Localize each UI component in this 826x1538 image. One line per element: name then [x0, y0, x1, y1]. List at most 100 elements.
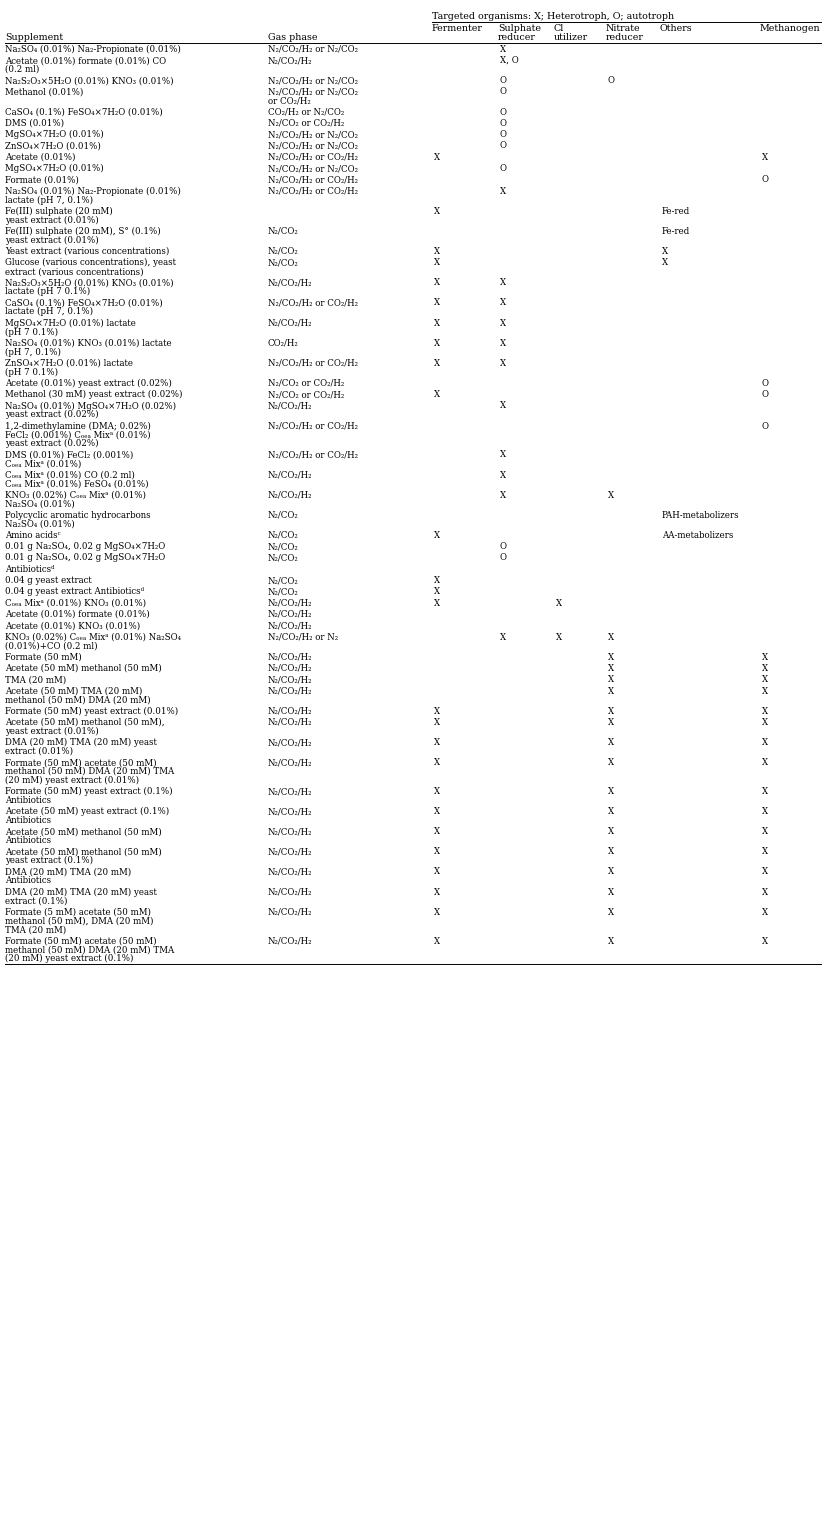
Text: N₂/CO₂/H₂: N₂/CO₂/H₂	[268, 738, 312, 747]
Text: lactate (pH 7, 0.1%): lactate (pH 7, 0.1%)	[5, 308, 93, 317]
Text: X: X	[608, 787, 614, 797]
Text: X: X	[762, 664, 768, 674]
Text: Cₒₑₐ Mixᵃ (0.01%) CO (0.2 ml): Cₒₑₐ Mixᵃ (0.01%) CO (0.2 ml)	[5, 471, 135, 480]
Text: (pH 7 0.1%): (pH 7 0.1%)	[5, 368, 58, 377]
Text: N₂/CO₂/H₂: N₂/CO₂/H₂	[268, 718, 312, 727]
Text: (20 mM) yeast extract (0.1%): (20 mM) yeast extract (0.1%)	[5, 954, 134, 963]
Text: X: X	[608, 887, 614, 897]
Text: X: X	[762, 758, 768, 767]
Text: N₂/CO₂: N₂/CO₂	[268, 248, 299, 255]
Text: N₂/CO₂/H₂: N₂/CO₂/H₂	[268, 787, 312, 797]
Text: methanol (50 mM) DMA (20 mM) TMA: methanol (50 mM) DMA (20 mM) TMA	[5, 767, 174, 777]
Text: X: X	[434, 867, 440, 877]
Text: yeast extract (0.1%): yeast extract (0.1%)	[5, 857, 93, 866]
Text: X: X	[762, 867, 768, 877]
Text: (0.01%)+CO (0.2 ml): (0.01%)+CO (0.2 ml)	[5, 641, 97, 651]
Text: Na₂S₂O₃×5H₂O (0.01%) KNO₃ (0.01%): Na₂S₂O₃×5H₂O (0.01%) KNO₃ (0.01%)	[5, 278, 173, 288]
Text: DMA (20 mM) TMA (20 mM): DMA (20 mM) TMA (20 mM)	[5, 867, 131, 877]
Text: X: X	[608, 937, 614, 946]
Text: N₂/CO₂/H₂: N₂/CO₂/H₂	[268, 827, 312, 837]
Text: X: X	[662, 258, 668, 268]
Text: ZnSO₄×7H₂O (0.01%) lactate: ZnSO₄×7H₂O (0.01%) lactate	[5, 358, 133, 368]
Text: Cₒₑₐ Mixᵃ (0.01%) FeSO₄ (0.01%): Cₒₑₐ Mixᵃ (0.01%) FeSO₄ (0.01%)	[5, 480, 149, 489]
Text: N₂/CO₂/H₂: N₂/CO₂/H₂	[268, 675, 312, 684]
Text: Acetate (0.01%) yeast extract (0.02%): Acetate (0.01%) yeast extract (0.02%)	[5, 378, 172, 388]
Text: X: X	[762, 807, 768, 817]
Text: reducer: reducer	[498, 32, 536, 42]
Text: Gas phase: Gas phase	[268, 32, 317, 42]
Text: X: X	[434, 206, 440, 215]
Text: X: X	[608, 718, 614, 727]
Text: PAH-metabolizers: PAH-metabolizers	[662, 511, 739, 520]
Text: N₂/CO₂/H₂: N₂/CO₂/H₂	[268, 471, 312, 480]
Text: N₂/CO₂/H₂: N₂/CO₂/H₂	[268, 867, 312, 877]
Text: N₂/CO₂: N₂/CO₂	[268, 511, 299, 520]
Text: O: O	[500, 118, 507, 128]
Text: N₂/CO₂/H₂ or CO₂/H₂: N₂/CO₂/H₂ or CO₂/H₂	[268, 175, 358, 185]
Text: CO₂/H₂: CO₂/H₂	[268, 338, 299, 348]
Text: X: X	[434, 278, 440, 288]
Text: X: X	[762, 907, 768, 917]
Text: yeast extract (0.01%): yeast extract (0.01%)	[5, 235, 99, 245]
Text: methanol (50 mM) DMA (20 mM) TMA: methanol (50 mM) DMA (20 mM) TMA	[5, 946, 174, 955]
Text: Formate (50 mM) acetate (50 mM): Formate (50 mM) acetate (50 mM)	[5, 937, 157, 946]
Text: Yeast extract (various concentrations): Yeast extract (various concentrations)	[5, 248, 169, 255]
Text: X: X	[608, 652, 614, 661]
Text: Fermenter: Fermenter	[432, 25, 483, 32]
Text: N₂/CO₂ or CO₂/H₂: N₂/CO₂ or CO₂/H₂	[268, 118, 344, 128]
Text: X: X	[500, 338, 506, 348]
Text: Methanol (0.01%): Methanol (0.01%)	[5, 88, 83, 97]
Text: X: X	[434, 531, 440, 540]
Text: N₂/CO₂/H₂: N₂/CO₂/H₂	[268, 686, 312, 695]
Text: KNO₃ (0.02%) Cₒₑₐ Mixᵃ (0.01%): KNO₃ (0.02%) Cₒₑₐ Mixᵃ (0.01%)	[5, 491, 146, 500]
Text: Acetate (0.01%): Acetate (0.01%)	[5, 152, 75, 161]
Text: CaSO₄ (0.1%) FeSO₄×7H₂O (0.01%): CaSO₄ (0.1%) FeSO₄×7H₂O (0.01%)	[5, 298, 163, 308]
Text: O: O	[500, 543, 507, 551]
Text: X: X	[762, 718, 768, 727]
Text: Formate (0.01%): Formate (0.01%)	[5, 175, 78, 185]
Text: N₂/CO₂: N₂/CO₂	[268, 258, 299, 268]
Text: lactate (pH 7, 0.1%): lactate (pH 7, 0.1%)	[5, 195, 93, 205]
Text: Fe(III) sulphate (20 mM): Fe(III) sulphate (20 mM)	[5, 206, 113, 215]
Text: X: X	[434, 258, 440, 268]
Text: X: X	[608, 675, 614, 684]
Text: X: X	[434, 937, 440, 946]
Text: X: X	[500, 358, 506, 368]
Text: N₂/CO₂/H₂ or N₂/CO₂: N₂/CO₂/H₂ or N₂/CO₂	[268, 165, 358, 174]
Text: KNO₃ (0.02%) Cₒₑₐ Mixᵃ (0.01%) Na₂SO₄: KNO₃ (0.02%) Cₒₑₐ Mixᵃ (0.01%) Na₂SO₄	[5, 632, 181, 641]
Text: Formate (50 mM) yeast extract (0.01%): Formate (50 mM) yeast extract (0.01%)	[5, 706, 178, 715]
Text: N₂/CO₂/H₂ or N₂: N₂/CO₂/H₂ or N₂	[268, 632, 338, 641]
Text: Na₂S₂O₃×5H₂O (0.01%) KNO₃ (0.01%): Na₂S₂O₃×5H₂O (0.01%) KNO₃ (0.01%)	[5, 77, 173, 85]
Text: X: X	[608, 664, 614, 674]
Text: Na₂SO₄ (0.01%) Na₂-Propionate (0.01%): Na₂SO₄ (0.01%) Na₂-Propionate (0.01%)	[5, 186, 181, 195]
Text: X: X	[500, 298, 506, 308]
Text: Acetate (50 mM) TMA (20 mM): Acetate (50 mM) TMA (20 mM)	[5, 686, 142, 695]
Text: AA-metabolizers: AA-metabolizers	[662, 531, 733, 540]
Text: DMS (0.01%): DMS (0.01%)	[5, 118, 64, 128]
Text: X: X	[500, 318, 506, 328]
Text: Acetate (50 mM) methanol (50 mM): Acetate (50 mM) methanol (50 mM)	[5, 664, 162, 674]
Text: N₂/CO₂/H₂: N₂/CO₂/H₂	[268, 598, 312, 608]
Text: X: X	[434, 907, 440, 917]
Text: Acetate (50 mM) methanol (50 mM),: Acetate (50 mM) methanol (50 mM),	[5, 718, 164, 727]
Text: Antibiotics: Antibiotics	[5, 837, 51, 844]
Text: X: X	[434, 738, 440, 747]
Text: DMA (20 mM) TMA (20 mM) yeast: DMA (20 mM) TMA (20 mM) yeast	[5, 738, 157, 747]
Text: Fe-red: Fe-red	[662, 228, 691, 235]
Text: Acetate (50 mM) methanol (50 mM): Acetate (50 mM) methanol (50 mM)	[5, 847, 162, 857]
Text: N₂/CO₂: N₂/CO₂	[268, 588, 299, 597]
Text: Cl: Cl	[554, 25, 564, 32]
Text: Formate (50 mM): Formate (50 mM)	[5, 652, 82, 661]
Text: X: X	[608, 491, 614, 500]
Text: yeast extract (0.01%): yeast extract (0.01%)	[5, 215, 99, 225]
Text: Acetate (50 mM) yeast extract (0.1%): Acetate (50 mM) yeast extract (0.1%)	[5, 807, 169, 817]
Text: ZnSO₄×7H₂O (0.01%): ZnSO₄×7H₂O (0.01%)	[5, 141, 101, 151]
Text: MgSO₄×7H₂O (0.01%): MgSO₄×7H₂O (0.01%)	[5, 131, 104, 140]
Text: Acetate (0.01%) formate (0.01%): Acetate (0.01%) formate (0.01%)	[5, 611, 150, 618]
Text: X: X	[608, 758, 614, 767]
Text: N₂/CO₂/H₂ or N₂/CO₂: N₂/CO₂/H₂ or N₂/CO₂	[268, 77, 358, 85]
Text: X: X	[434, 152, 440, 161]
Text: Nitrate: Nitrate	[606, 25, 641, 32]
Text: X: X	[500, 186, 506, 195]
Text: utilizer: utilizer	[554, 32, 588, 42]
